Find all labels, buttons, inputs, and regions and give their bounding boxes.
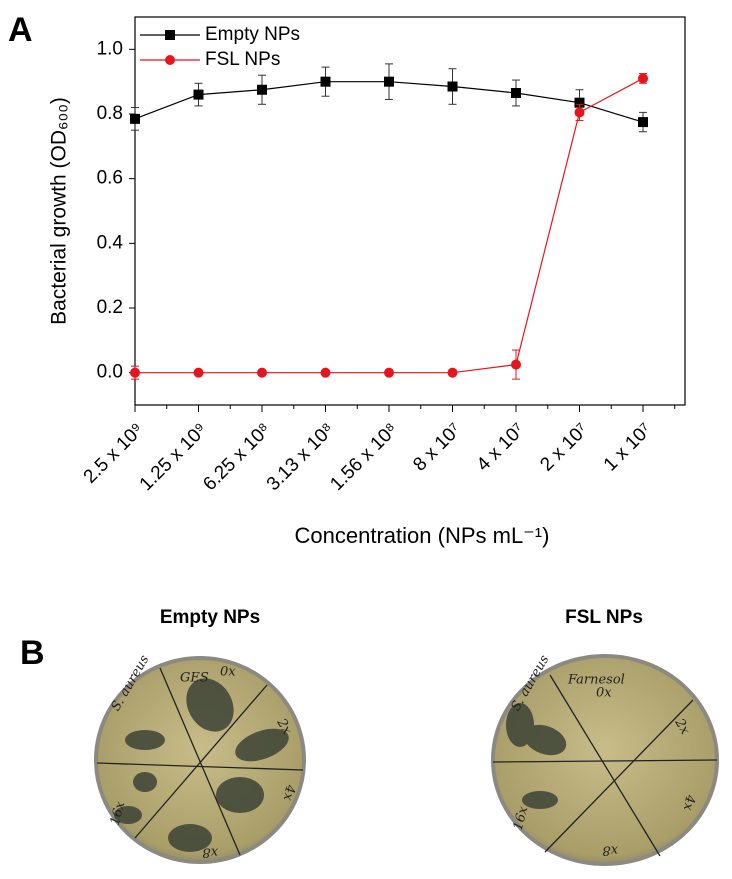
panel-label: B — [20, 634, 45, 672]
x-tick-label: 8 x 10⁷ — [409, 419, 465, 475]
petri-dish: S. aureus Farnesol 0x 2x 4x x8 16x — [491, 652, 719, 866]
y-tick-label: 0.2 — [97, 297, 123, 318]
dish-note: 0x — [596, 686, 612, 701]
marker — [511, 87, 521, 98]
y-tick-label: 0.6 — [97, 168, 123, 189]
marker — [384, 367, 394, 378]
legend-label: Empty NPs — [205, 24, 300, 45]
marker — [193, 89, 204, 100]
petri-dish: S. aureus GES 0x 2x 4x x8 16x — [94, 652, 306, 864]
x-tick-label: 1 x 10⁷ — [600, 419, 656, 475]
y-tick-label: 0.8 — [97, 103, 123, 124]
x-tick-label: 6.25 x 10⁸ — [199, 419, 275, 495]
marker — [193, 367, 204, 378]
marker — [130, 367, 140, 378]
marker — [447, 367, 458, 378]
dish-note: 16x — [108, 799, 129, 827]
marker — [384, 76, 394, 87]
legend-marker — [165, 55, 175, 65]
x-tick-label: 2 x 10⁷ — [536, 419, 592, 475]
marker — [447, 81, 458, 92]
marker — [574, 107, 585, 118]
dish-title: FSL NPs — [565, 607, 643, 628]
marker — [320, 76, 331, 87]
marker — [638, 73, 648, 84]
dish-note: 2x — [273, 715, 295, 737]
dish-note: 0x — [220, 665, 236, 680]
chart: A Bacterial growth (OD₆₀₀) Concentration… — [8, 11, 686, 548]
marker — [257, 84, 267, 95]
legend-label: FSL NPs — [205, 49, 280, 70]
marker — [130, 113, 140, 124]
y-axis-label: Bacterial growth (OD₆₀₀) — [48, 97, 71, 325]
dish-note: Farnesol — [567, 673, 625, 688]
x-tick-label: 1.56 x 10⁸ — [326, 419, 402, 495]
photo-panel: B Empty NPs FSL NPs S. aureus GES 0x 2x … — [20, 607, 719, 866]
x-tick-label: 3.13 x 10⁸ — [263, 419, 339, 495]
marker — [511, 359, 521, 370]
dish-note: 2x — [671, 715, 693, 737]
marker — [638, 117, 648, 128]
dish-note: x8 — [202, 845, 218, 860]
dish-note: 16x — [511, 804, 532, 832]
dish-note: x8 — [602, 843, 618, 858]
x-tick-label: 4 x 10⁷ — [473, 419, 529, 475]
x-axis-label: Concentration (NPs mL⁻¹) — [295, 523, 550, 548]
y-tick-label: 1.0 — [97, 38, 123, 59]
panel-label: A — [8, 11, 33, 49]
marker — [574, 97, 585, 108]
dish-note: GES — [180, 671, 209, 686]
y-tick-label: 0.0 — [97, 362, 123, 383]
series-line — [135, 77, 644, 374]
plot-frame — [134, 16, 686, 406]
dish-note: 4x — [680, 793, 698, 813]
marker — [257, 367, 267, 378]
marker — [320, 367, 331, 378]
legend-marker — [165, 30, 175, 40]
x-tick-label: 1.25 x 10⁹ — [136, 419, 212, 495]
dish-note: 4x — [280, 783, 298, 803]
y-tick-label: 0.4 — [97, 232, 124, 253]
dish-title: Empty NPs — [160, 607, 260, 628]
